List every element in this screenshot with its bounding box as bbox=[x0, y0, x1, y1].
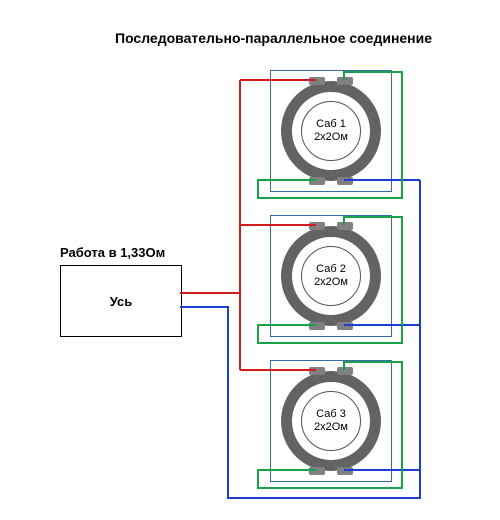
subwoofer-box: Саб 32х2Ом bbox=[270, 360, 392, 482]
terminal bbox=[309, 367, 325, 375]
diagram-canvas: Последовательно-параллельное соединение … bbox=[0, 0, 500, 520]
sub-name: Саб 3 bbox=[316, 408, 346, 421]
terminal bbox=[337, 77, 353, 85]
terminal bbox=[309, 177, 325, 185]
terminal bbox=[337, 222, 353, 230]
speaker-cone: Саб 32х2Ом bbox=[301, 391, 361, 451]
terminal bbox=[337, 322, 353, 330]
speaker-cone: Саб 22х2Ом bbox=[301, 246, 361, 306]
terminal bbox=[337, 467, 353, 475]
speaker-cone: Саб 12х2Ом bbox=[301, 101, 361, 161]
wire bbox=[180, 80, 240, 293]
amplifier-label: Усь bbox=[110, 294, 133, 309]
sub-spec: 2х2Ом bbox=[314, 421, 348, 434]
sub-name: Саб 2 bbox=[316, 263, 346, 276]
subwoofer-box: Саб 22х2Ом bbox=[270, 215, 392, 337]
terminal bbox=[309, 467, 325, 475]
diagram-title: Последовательно-параллельное соединение bbox=[115, 30, 432, 46]
terminal bbox=[309, 77, 325, 85]
amp-operating-label: Работа в 1,33Ом bbox=[60, 245, 165, 260]
terminal bbox=[309, 322, 325, 330]
terminal bbox=[337, 177, 353, 185]
subwoofer-box: Саб 12х2Ом bbox=[270, 70, 392, 192]
terminal bbox=[337, 367, 353, 375]
wiring-svg bbox=[0, 0, 500, 520]
sub-name: Саб 1 bbox=[316, 118, 346, 131]
amplifier-box: Усь bbox=[60, 265, 182, 337]
terminal bbox=[309, 222, 325, 230]
sub-spec: 2х2Ом bbox=[314, 131, 348, 144]
sub-spec: 2х2Ом bbox=[314, 276, 348, 289]
